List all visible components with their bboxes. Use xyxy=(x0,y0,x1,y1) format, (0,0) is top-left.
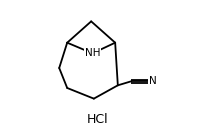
Text: N: N xyxy=(149,76,157,86)
Text: HCl: HCl xyxy=(87,113,109,126)
Text: NH: NH xyxy=(85,48,100,58)
